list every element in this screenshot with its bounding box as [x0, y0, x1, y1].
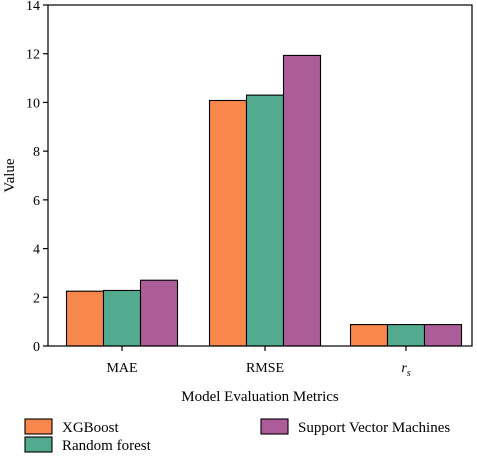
- x-axis-label: Model Evaluation Metrics: [181, 389, 339, 405]
- legend-swatch: [24, 436, 53, 453]
- bar-random-forest-rmse: [245, 94, 285, 347]
- legend-label: Random forest: [62, 438, 152, 454]
- plot-frame: [47, 4, 473, 347]
- y-tick-label: 8: [33, 145, 40, 160]
- bar-random-forest-mae: [102, 289, 142, 347]
- y-tick-label: 6: [33, 194, 40, 209]
- bar-xgboost-mae: [65, 290, 105, 347]
- y-tick-label: 2: [33, 291, 40, 306]
- x-tick-label: RMSE: [246, 361, 284, 376]
- x-axis-ticks: MAE RMSE rs: [106, 346, 411, 379]
- bar-xgboost-r_s: [349, 324, 389, 347]
- bars-group: [65, 54, 463, 347]
- legend-swatch: [260, 418, 289, 435]
- y-tick-label: 14: [26, 0, 40, 14]
- y-tick-label: 0: [33, 340, 40, 355]
- bar-random-forest-r_s: [386, 324, 426, 347]
- legend-swatch: [24, 418, 53, 435]
- y-axis-ticks: 0 2 4 6 8 10 12 14: [26, 0, 48, 355]
- bar-support-vector-machines-mae: [139, 279, 179, 347]
- bar-xgboost-rmse: [208, 99, 248, 347]
- y-tick-label: 4: [33, 243, 40, 258]
- legend: XGBoost Random forest Support Vector Machi…: [24, 418, 450, 454]
- y-tick-label: 12: [26, 48, 40, 63]
- bar-support-vector-machines-rmse: [282, 54, 322, 347]
- x-tick-label: MAE: [106, 361, 137, 376]
- y-tick-label: 10: [26, 96, 40, 111]
- legend-label: XGBoost: [62, 420, 120, 436]
- legend-label: Support Vector Machines: [298, 420, 450, 436]
- y-axis-label: Value: [2, 158, 18, 192]
- bar-support-vector-machines-r_s: [423, 324, 463, 347]
- x-tick-label: rs: [401, 361, 410, 379]
